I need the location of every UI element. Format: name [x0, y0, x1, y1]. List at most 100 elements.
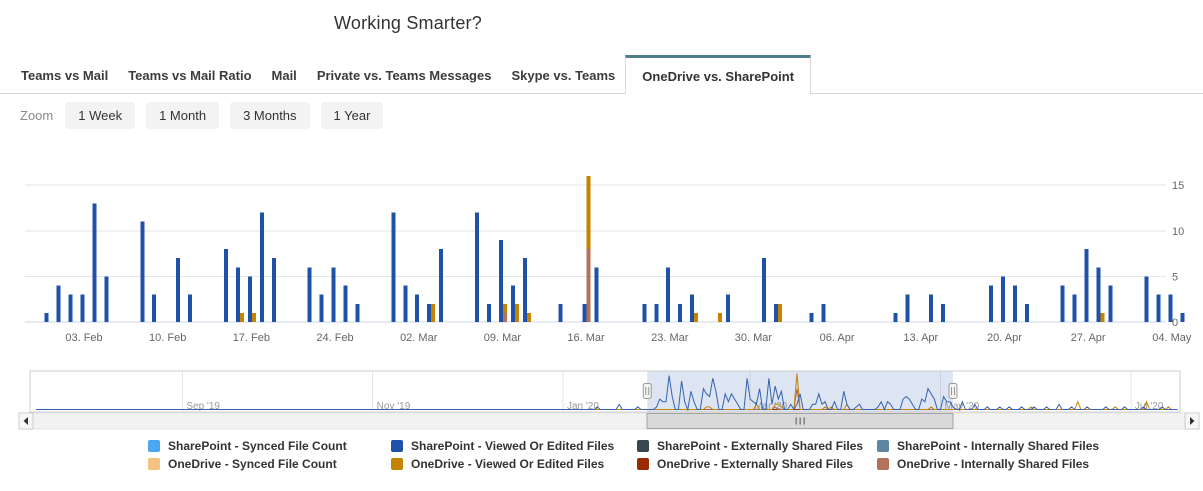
bar-sharepoint-viewed-or-edited-files[interactable] — [44, 312, 49, 322]
x-axis-label: 17. Feb — [233, 332, 270, 344]
bar-onedrive-viewed-or-edited-files[interactable] — [239, 312, 244, 322]
zoom-button-1-year[interactable]: 1 Year — [320, 102, 384, 129]
bar-sharepoint-viewed-or-edited-files[interactable] — [498, 239, 503, 322]
bar-sharepoint-viewed-or-edited-files[interactable] — [104, 276, 109, 322]
legend-swatch-sp_internal — [877, 440, 889, 452]
bar-sharepoint-viewed-or-edited-files[interactable] — [1084, 249, 1089, 322]
navigator-month-label: Sep '19 — [186, 401, 220, 412]
scrollbar-track[interactable] — [32, 412, 1186, 430]
bar-sharepoint-viewed-or-edited-files[interactable] — [905, 294, 910, 322]
bar-sharepoint-viewed-or-edited-files[interactable] — [1096, 267, 1101, 322]
bar-onedrive-viewed-or-edited-files[interactable] — [1100, 312, 1105, 322]
legend-item-sharepoint-viewed-or-edited-files[interactable]: SharePoint - Viewed Or Edited Files — [391, 439, 637, 453]
bar-sharepoint-viewed-or-edited-files[interactable] — [80, 294, 85, 322]
bar-sharepoint-viewed-or-edited-files[interactable] — [773, 303, 778, 322]
bar-sharepoint-viewed-or-edited-files[interactable] — [1156, 294, 1161, 322]
legend-swatch-sp_external — [637, 440, 649, 452]
bar-onedrive-viewed-or-edited-files[interactable] — [431, 303, 436, 322]
legend-item-onedrive-synced-file-count[interactable]: OneDrive - Synced File Count — [148, 457, 391, 471]
zoom-button-1-month[interactable]: 1 Month — [146, 102, 220, 129]
bar-sharepoint-viewed-or-edited-files[interactable] — [582, 303, 587, 322]
bar-sharepoint-viewed-or-edited-files[interactable] — [259, 212, 264, 322]
bar-sharepoint-viewed-or-edited-files[interactable] — [1012, 285, 1017, 323]
legend-item-onedrive-viewed-or-edited-files[interactable]: OneDrive - Viewed Or Edited Files — [391, 457, 637, 471]
bar-sharepoint-viewed-or-edited-files[interactable] — [1168, 294, 1173, 322]
bar-sharepoint-viewed-or-edited-files[interactable] — [1001, 276, 1005, 322]
bar-sharepoint-viewed-or-edited-files[interactable] — [475, 212, 479, 322]
zoom-button-3-months[interactable]: 3 Months — [230, 102, 310, 129]
legend-item-sharepoint-externally-shared-files[interactable]: SharePoint - Externally Shared Files — [637, 439, 877, 453]
bar-sharepoint-viewed-or-edited-files[interactable] — [1108, 285, 1113, 323]
zoom-button-1-week[interactable]: 1 Week — [65, 102, 136, 129]
bar-sharepoint-viewed-or-edited-files[interactable] — [188, 294, 193, 322]
x-axis-label: 20. Apr — [987, 332, 1022, 344]
tab-private-vs-teams-messages[interactable]: Private vs. Teams Messages — [316, 68, 492, 83]
bar-sharepoint-viewed-or-edited-files[interactable] — [642, 303, 647, 322]
tab-mail[interactable]: Mail — [271, 68, 297, 83]
bar-sharepoint-viewed-or-edited-files[interactable] — [140, 221, 145, 322]
bar-sharepoint-viewed-or-edited-files[interactable] — [92, 203, 97, 322]
bar-onedrive-viewed-or-edited-files[interactable] — [251, 312, 256, 322]
tab-teams-vs-mail-ratio[interactable]: Teams vs Mail Ratio — [128, 68, 252, 83]
bar-sharepoint-viewed-or-edited-files[interactable] — [690, 294, 695, 322]
bar-sharepoint-viewed-or-edited-files[interactable] — [941, 303, 946, 322]
bar-sharepoint-viewed-or-edited-files[interactable] — [247, 276, 252, 322]
legend-item-onedrive-internally-shared-files[interactable]: OneDrive - Internally Shared Files — [877, 457, 1112, 471]
legend-item-onedrive-externally-shared-files[interactable]: OneDrive - Externally Shared Files — [637, 457, 877, 471]
bar-sharepoint-viewed-or-edited-files[interactable] — [522, 258, 527, 322]
tab-teams-vs-mail[interactable]: Teams vs Mail — [21, 68, 109, 83]
bar-sharepoint-viewed-or-edited-files[interactable] — [510, 285, 515, 323]
bar-sharepoint-viewed-or-edited-files[interactable] — [1024, 303, 1029, 322]
bar-sharepoint-viewed-or-edited-files[interactable] — [678, 303, 683, 322]
bar-sharepoint-viewed-or-edited-files[interactable] — [1072, 294, 1077, 322]
bar-sharepoint-viewed-or-edited-files[interactable] — [594, 267, 599, 322]
bar-sharepoint-viewed-or-edited-files[interactable] — [1060, 285, 1065, 323]
navigator-handle-left[interactable] — [642, 383, 652, 399]
bar-sharepoint-viewed-or-edited-files[interactable] — [929, 294, 934, 322]
legend-item-sharepoint-synced-file-count[interactable]: SharePoint - Synced File Count — [148, 439, 391, 453]
bar-onedrive-internally-shared-files[interactable] — [502, 312, 507, 322]
bar-sharepoint-viewed-or-edited-files[interactable] — [439, 249, 444, 322]
bar-onedrive-viewed-or-edited-files[interactable] — [694, 312, 699, 322]
bar-sharepoint-viewed-or-edited-files[interactable] — [726, 294, 730, 322]
bar-sharepoint-viewed-or-edited-files[interactable] — [307, 267, 312, 322]
bar-sharepoint-viewed-or-edited-files[interactable] — [235, 267, 240, 322]
bar-sharepoint-viewed-or-edited-files[interactable] — [152, 294, 157, 322]
bar-sharepoint-viewed-or-edited-files[interactable] — [415, 294, 420, 322]
bar-sharepoint-viewed-or-edited-files[interactable] — [1144, 276, 1149, 322]
bar-onedrive-viewed-or-edited-files[interactable] — [526, 312, 531, 322]
bar-onedrive-viewed-or-edited-files[interactable] — [718, 312, 723, 322]
bar-sharepoint-viewed-or-edited-files[interactable] — [654, 303, 659, 322]
bar-sharepoint-viewed-or-edited-files[interactable] — [68, 294, 73, 322]
bar-sharepoint-viewed-or-edited-files[interactable] — [427, 303, 432, 322]
tab-skype-vs-teams[interactable]: Skype vs. Teams — [511, 68, 616, 83]
x-axis-label: 03. Feb — [65, 332, 102, 344]
y-axis-label: 10 — [1172, 226, 1184, 238]
bar-sharepoint-viewed-or-edited-files[interactable] — [809, 312, 814, 322]
bar-sharepoint-viewed-or-edited-files[interactable] — [355, 303, 360, 322]
tab-onedrive-vs-sharepoint[interactable]: OneDrive vs. SharePoint — [625, 55, 812, 94]
bar-onedrive-viewed-or-edited-files[interactable] — [777, 303, 782, 322]
bar-sharepoint-viewed-or-edited-files[interactable] — [176, 258, 181, 322]
bar-sharepoint-viewed-or-edited-files[interactable] — [486, 303, 491, 322]
bar-sharepoint-viewed-or-edited-files[interactable] — [343, 285, 348, 323]
bar-sharepoint-viewed-or-edited-files[interactable] — [391, 212, 396, 322]
bar-sharepoint-viewed-or-edited-files[interactable] — [223, 249, 228, 322]
chart-legend: SharePoint - Synced File Count SharePoint… — [148, 439, 1112, 471]
bar-sharepoint-viewed-or-edited-files[interactable] — [331, 267, 336, 322]
bar-sharepoint-viewed-or-edited-files[interactable] — [56, 285, 61, 323]
bar-onedrive-internally-shared-files[interactable] — [586, 249, 591, 322]
navigator-handle-right[interactable] — [948, 383, 958, 399]
bar-sharepoint-viewed-or-edited-files[interactable] — [1180, 312, 1185, 322]
bar-sharepoint-viewed-or-edited-files[interactable] — [271, 258, 276, 322]
bar-sharepoint-viewed-or-edited-files[interactable] — [403, 285, 408, 323]
bar-sharepoint-viewed-or-edited-files[interactable] — [989, 285, 993, 323]
bar-sharepoint-viewed-or-edited-files[interactable] — [666, 267, 671, 322]
bar-onedrive-viewed-or-edited-files[interactable] — [514, 303, 519, 322]
bar-sharepoint-viewed-or-edited-files[interactable] — [893, 312, 898, 322]
bar-sharepoint-viewed-or-edited-files[interactable] — [319, 294, 324, 322]
bar-sharepoint-viewed-or-edited-files[interactable] — [558, 303, 563, 322]
legend-item-sharepoint-internally-shared-files[interactable]: SharePoint - Internally Shared Files — [877, 439, 1112, 453]
bar-sharepoint-viewed-or-edited-files[interactable] — [761, 258, 766, 322]
bar-sharepoint-viewed-or-edited-files[interactable] — [821, 303, 826, 322]
